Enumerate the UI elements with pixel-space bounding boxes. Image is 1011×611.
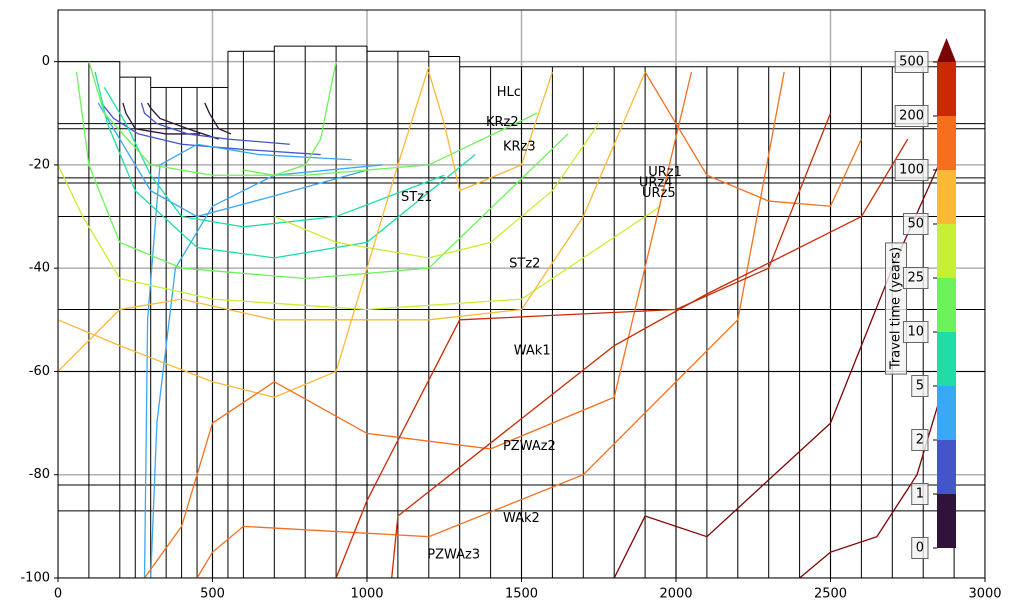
pathline bbox=[243, 61, 337, 176]
colorbar-tick-box bbox=[894, 159, 929, 181]
colorbar-tick-box bbox=[902, 267, 929, 289]
x-tick-label: 500 bbox=[200, 587, 225, 602]
colorbar-tick-label: 50 bbox=[907, 217, 924, 232]
colorbar-tick-label: 500 bbox=[899, 55, 924, 70]
colorbar-tick-label: 200 bbox=[899, 109, 924, 124]
pathline bbox=[58, 66, 430, 398]
colorbar-segment bbox=[937, 62, 956, 116]
pathline bbox=[122, 102, 201, 135]
colorbar-tick-label: 2 bbox=[916, 433, 924, 448]
colorbar-tick-box bbox=[911, 375, 929, 397]
colorbar-tick-box bbox=[894, 51, 929, 73]
colorbar-tick-label: 25 bbox=[907, 271, 924, 286]
pathline bbox=[143, 143, 352, 578]
pathline bbox=[147, 102, 219, 140]
y-tick-label: -40 bbox=[29, 261, 50, 276]
pathline bbox=[97, 102, 368, 218]
colorbar-tick-box bbox=[911, 537, 929, 559]
pathline bbox=[58, 164, 661, 311]
pathline bbox=[75, 71, 569, 280]
pathline bbox=[94, 71, 476, 259]
pathline bbox=[58, 71, 646, 372]
pathline bbox=[88, 61, 538, 176]
y-tick-label: 0 bbox=[42, 54, 50, 69]
layer-label: KRz3 bbox=[503, 139, 536, 154]
x-tick-label: 2500 bbox=[814, 587, 847, 602]
colorbar-segment bbox=[937, 224, 956, 278]
pathline bbox=[140, 102, 290, 145]
pathline bbox=[103, 87, 445, 228]
layer-label: STz2 bbox=[509, 257, 540, 272]
pathline bbox=[100, 102, 321, 156]
colorbar-segment bbox=[937, 170, 956, 224]
colorbar-tick-box bbox=[911, 429, 929, 451]
colorbar-tick-label: 0 bbox=[916, 541, 924, 556]
pathline bbox=[143, 71, 693, 578]
y-tick-label: -100 bbox=[20, 571, 50, 586]
colorbar-tick-box bbox=[902, 213, 929, 235]
colorbar-label: Travel time (years) bbox=[889, 247, 904, 370]
layer-label: PZWAz3 bbox=[427, 547, 480, 562]
pathline bbox=[644, 71, 862, 207]
colorbar-tick-label: 10 bbox=[907, 325, 924, 340]
x-tick-label: 1500 bbox=[505, 587, 538, 602]
layer-label: URz1 bbox=[648, 165, 682, 180]
pathline bbox=[335, 113, 832, 578]
pathline bbox=[274, 123, 600, 259]
colorbar-segment bbox=[937, 332, 956, 386]
colorbar-tick-label: 5 bbox=[916, 379, 924, 394]
pathline bbox=[196, 71, 785, 578]
layer-label: URz4 bbox=[639, 175, 673, 190]
layer-label: KRz2 bbox=[486, 115, 519, 130]
pathline bbox=[204, 102, 232, 135]
layer-label: WAk2 bbox=[503, 511, 540, 526]
colorbar-tick-box bbox=[902, 321, 929, 343]
colorbar-segment bbox=[937, 440, 956, 494]
y-tick-label: -80 bbox=[29, 467, 50, 482]
plot-area bbox=[58, 10, 985, 578]
colorbar-segment bbox=[937, 386, 956, 440]
x-tick-label: 1000 bbox=[350, 587, 383, 602]
layer-label: STz1 bbox=[401, 190, 432, 205]
colorbar-tick-box bbox=[911, 483, 929, 505]
layer-label: URz5 bbox=[642, 186, 676, 201]
x-tick-label: 3000 bbox=[968, 587, 1001, 602]
pathline bbox=[150, 164, 383, 578]
x-tick-label: 0 bbox=[54, 587, 62, 602]
pathline bbox=[391, 138, 909, 578]
layer-label: PZWAz2 bbox=[503, 439, 556, 454]
colorbar-segment bbox=[937, 116, 956, 170]
layer-label: WAk1 bbox=[514, 343, 551, 358]
layer-label: HLc bbox=[497, 85, 521, 100]
colorbar-segment bbox=[937, 494, 956, 548]
y-tick-label: -60 bbox=[29, 364, 50, 379]
x-tick-label: 2000 bbox=[659, 587, 692, 602]
colorbar-segment bbox=[937, 278, 956, 332]
y-tick-label: -20 bbox=[29, 157, 50, 172]
colorbar-extension bbox=[937, 38, 956, 62]
colorbar-label-box bbox=[885, 242, 907, 375]
colorbar-tick-label: 100 bbox=[899, 163, 924, 178]
pathline bbox=[428, 71, 554, 192]
colorbar-tick-label: 1 bbox=[916, 487, 924, 502]
colorbar-tick-box bbox=[894, 105, 929, 127]
